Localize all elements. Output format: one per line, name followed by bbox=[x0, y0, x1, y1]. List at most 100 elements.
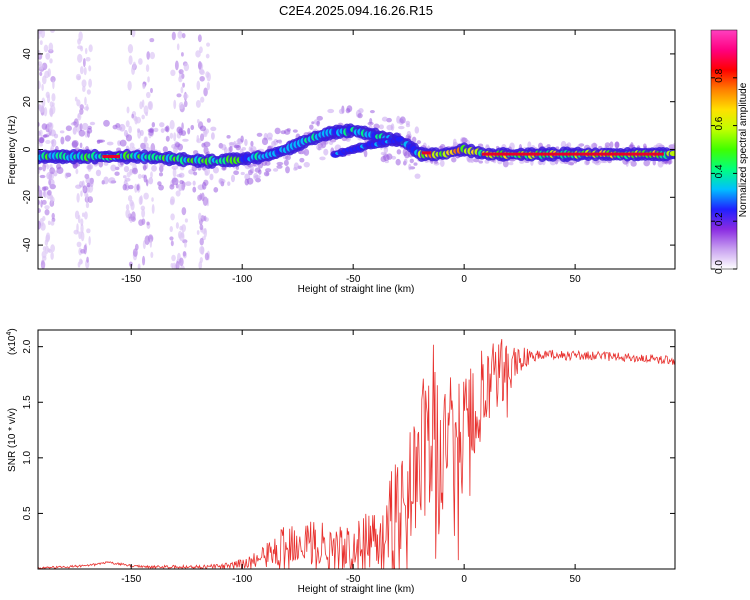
spectrogram-speckle bbox=[196, 134, 200, 143]
spectrogram-speckle bbox=[38, 166, 43, 171]
spectrogram-speckle bbox=[241, 146, 247, 151]
spectrogram-speckle bbox=[263, 171, 270, 177]
spectrogram-speckle bbox=[127, 44, 134, 54]
spectrogram-speckle bbox=[149, 238, 153, 248]
spectrogram-panel: -150 -100 -50 0 50 -40 -20 0 20 40 Height of str… bbox=[7, 29, 676, 295]
spectrogram-speckle bbox=[145, 91, 151, 99]
spectrogram-speckle bbox=[201, 142, 206, 148]
spectrogram-speckle bbox=[311, 121, 315, 125]
spectrogram-speckle bbox=[165, 125, 170, 133]
spectrogram-speckle bbox=[76, 193, 80, 203]
spectrogram-speckle bbox=[128, 184, 134, 190]
spectrogram-speckle bbox=[204, 170, 209, 176]
spectrogram-speckle bbox=[178, 128, 184, 136]
spectrogram-speckle bbox=[192, 180, 196, 186]
spectrogram-speckle bbox=[49, 58, 53, 64]
spectrogram-speckle bbox=[206, 82, 210, 91]
spectrogram-speckle bbox=[139, 129, 144, 136]
spectrogram-speckle bbox=[181, 52, 184, 57]
spectrogram-y-tick-label: 20 bbox=[22, 96, 33, 108]
spectrogram-speckle bbox=[144, 235, 150, 246]
snr-y-tick-label: 0.5 bbox=[22, 506, 33, 520]
spectrogram-speckle bbox=[227, 181, 231, 186]
spectrogram-speckle bbox=[77, 53, 83, 63]
spectrogram-hot-core bbox=[102, 154, 121, 158]
spectrogram-speckle bbox=[452, 138, 457, 146]
spectrogram-speckle bbox=[408, 163, 412, 171]
spectrogram-speckle bbox=[179, 225, 184, 231]
spectrogram-speckle bbox=[283, 128, 291, 135]
spectrogram-y-ticks: -40 -20 0 20 40 bbox=[22, 48, 675, 252]
spectrogram-speckle bbox=[149, 51, 156, 60]
spectrogram-speckle bbox=[141, 208, 146, 218]
spectrogram-speckle bbox=[137, 173, 142, 180]
spectrogram-speckle bbox=[182, 93, 189, 99]
spectrogram-speckle bbox=[134, 183, 138, 193]
spectrogram-speckle bbox=[70, 122, 77, 126]
spectrogram-speckle bbox=[59, 130, 65, 134]
spectrogram-speckle bbox=[293, 166, 298, 171]
spectrogram-speckle bbox=[184, 241, 187, 248]
spectrogram-speckle bbox=[142, 83, 146, 90]
spectrogram-speckle bbox=[391, 155, 397, 160]
spectrogram-x-tick-label: 0 bbox=[461, 274, 467, 285]
spectrogram-x-tick-label: -100 bbox=[232, 274, 252, 285]
spectrogram-speckle bbox=[82, 85, 86, 92]
spectrogram-speckle bbox=[60, 136, 65, 145]
spectrogram-speckle bbox=[53, 133, 59, 139]
spectrogram-speckle bbox=[88, 44, 93, 53]
spectrogram-speckle bbox=[230, 174, 236, 183]
spectrogram-speckle bbox=[79, 142, 83, 149]
spectrogram-speckle bbox=[319, 156, 326, 161]
spectrogram-speckle bbox=[149, 127, 155, 134]
spectrogram-speckle bbox=[103, 119, 110, 127]
spectrogram-speckle bbox=[81, 212, 85, 218]
spectrogram-speckle bbox=[169, 198, 175, 206]
spectrogram-speckle bbox=[172, 167, 177, 178]
spectrogram-speckle bbox=[316, 120, 320, 127]
spectrogram-speckle bbox=[48, 178, 55, 187]
spectrogram-speckle bbox=[46, 172, 53, 180]
spectrogram-speckle bbox=[199, 46, 203, 54]
spectrogram-speckle bbox=[87, 196, 94, 203]
spectrogram-speckle bbox=[145, 111, 148, 117]
spectrogram-speckle bbox=[199, 75, 205, 82]
spectrogram-speckle bbox=[82, 57, 86, 68]
spectrogram-speckle bbox=[119, 139, 127, 147]
spectrogram-band-core bbox=[669, 150, 675, 157]
spectrogram-speckle bbox=[149, 38, 155, 43]
spectrogram-speckle bbox=[378, 124, 384, 130]
spectrogram-speckle bbox=[88, 78, 92, 88]
spectrogram-speckle bbox=[175, 260, 180, 269]
spectrogram-speckle bbox=[79, 108, 84, 115]
spectrogram-speckle bbox=[126, 106, 130, 114]
spectrogram-speckle bbox=[171, 31, 176, 41]
spectrogram-speckle bbox=[88, 235, 91, 246]
spectrogram-speckle bbox=[122, 175, 127, 179]
spectrogram-speckle bbox=[175, 190, 181, 197]
spectrogram-speckle bbox=[405, 120, 411, 125]
spectrogram-speckle bbox=[86, 89, 91, 95]
spectrogram-speckle bbox=[49, 101, 54, 108]
spectrogram-speckle bbox=[106, 141, 114, 146]
spectrogram-speckle bbox=[203, 227, 208, 238]
spectrogram-speckle bbox=[38, 80, 41, 90]
spectrogram-speckle bbox=[198, 212, 202, 221]
spectrogram-speckle bbox=[485, 144, 490, 148]
spectrogram-speckle bbox=[88, 65, 92, 72]
spectrogram-speckle bbox=[404, 151, 410, 159]
spectrogram-speckle bbox=[327, 108, 335, 114]
spectrogram-speckle bbox=[176, 43, 180, 51]
spectrogram-speckle bbox=[136, 128, 141, 133]
spectrogram-speckle bbox=[271, 140, 277, 147]
spectrogram-speckle bbox=[122, 183, 127, 191]
spectrogram-speckle bbox=[181, 224, 187, 233]
spectrogram-speckle bbox=[124, 177, 131, 182]
spectrogram-speckle bbox=[346, 105, 353, 113]
spectrogram-speckle bbox=[76, 241, 82, 248]
spectrogram-speckle bbox=[235, 166, 240, 170]
spectrogram-speckle bbox=[201, 181, 207, 190]
spectrogram-speckle bbox=[39, 40, 43, 45]
colorbar-tick-label: 0.8 bbox=[714, 68, 725, 82]
spectrogram-speckle bbox=[146, 51, 151, 60]
